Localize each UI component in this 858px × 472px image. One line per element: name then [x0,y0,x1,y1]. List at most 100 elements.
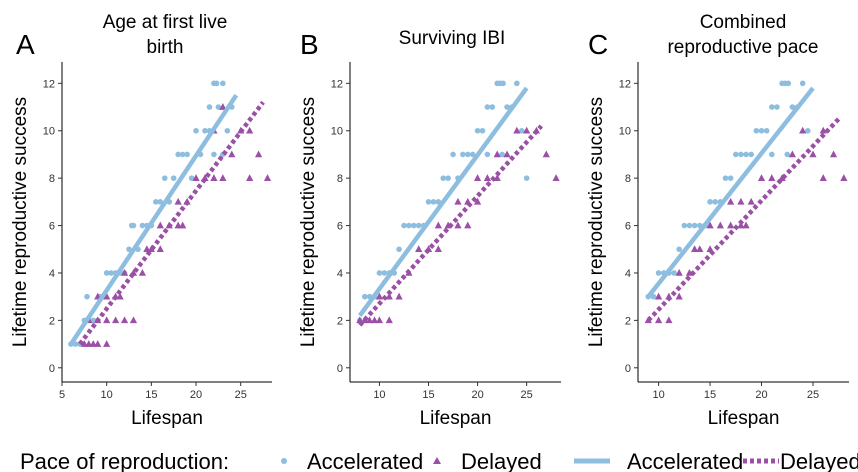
legend: Pace of reproduction: Accelerated Delaye… [20,449,858,472]
accelerated-point [743,151,749,158]
delayed-point [503,150,511,158]
accelerated-point [712,199,718,205]
legend-delayed-point-label: Delayed [461,449,542,472]
accelerated-point [707,199,713,205]
delayed-point [747,197,755,205]
accelerated-point [784,151,791,158]
accelerated-point [484,151,491,158]
accelerated-point [410,222,417,229]
accelerated-point [758,127,765,134]
delayed-point [395,292,403,300]
x-axis-label: Lifespan [708,408,780,429]
accelerated-point [774,104,780,110]
accelerated-fit-line [646,86,815,299]
delayed-point [552,174,560,181]
panel-label: A [16,29,35,60]
y-tick-label: 2 [337,315,343,327]
x-axis-label: Lifespan [131,408,203,429]
y-tick-label: 2 [625,315,631,327]
legend-accelerated-point-icon [281,458,287,464]
accelerated-point [763,127,770,134]
accelerated-point [376,270,383,276]
delayed-point [370,316,379,324]
accelerated-point [406,222,412,229]
delayed-point [464,221,472,229]
y-tick-label: 0 [49,363,55,375]
x-axis-label: Lifespan [420,408,492,429]
panel-c: C Combined reproductive pace 0 2 4 6 8 10 12 10 15 2… [586,12,849,429]
delayed-point [366,316,374,324]
delayed-point [434,245,442,253]
delayed-point [219,103,227,110]
delayed-point [138,268,147,276]
accelerated-point [769,104,775,110]
accelerated-point [213,80,220,87]
delayed-point [493,150,501,158]
accelerated-point [224,127,231,134]
accelerated-point [153,199,159,205]
delayed-point [179,221,187,229]
accelerated-point [799,80,806,87]
y-axis-label: Lifetime reproductive success [298,97,319,347]
y-tick-label: 8 [625,173,631,185]
accelerated-point [84,293,90,300]
x-tick-label: 10 [101,389,113,401]
accelerated-point [514,80,520,87]
accelerated-point [681,222,688,229]
delayed-point [716,221,724,229]
chart-title-line: Age at first live [103,12,228,33]
x-tick-label: 5 [59,389,65,401]
x-tick-label: 20 [190,389,202,401]
y-tick-label: 0 [337,363,343,375]
delayed-point [156,245,164,253]
x-tick-label: 10 [373,389,385,401]
delayed-point [706,221,714,229]
delayed-point [778,174,786,181]
x-tick-label: 25 [235,389,247,401]
accelerated-point [655,270,662,276]
delayed-point [434,221,442,229]
accelerated-point [732,151,739,158]
delayed-point [156,221,164,229]
delayed-point [483,174,491,181]
delayed-point [696,245,704,253]
delayed-point [737,197,745,205]
accelerated-point [179,151,186,158]
x-tick-label: 15 [145,389,157,401]
accelerated-fit-line [69,93,239,346]
delayed-point [103,340,111,347]
accelerated-point [130,222,137,229]
legend-title: Pace of reproduction: [20,449,229,472]
delayed-point [375,292,384,300]
accelerated-point [90,317,97,324]
chart-title-line: birth [147,37,184,58]
delayed-point [654,292,663,300]
panel-a: A Age at first live birth 0 2 4 6 8 10 12 5 10 15 20 2… [10,12,272,429]
chart-title-line: reproductive pace [667,37,818,58]
accelerated-point [425,199,432,205]
accelerated-point [489,104,496,110]
accelerated-point [460,151,466,158]
delayed-point [263,174,272,181]
x-tick-label: 15 [422,389,434,401]
accelerated-point [215,104,222,110]
accelerated-point [396,246,402,253]
x-tick-label: 20 [755,389,767,401]
chart-title-line: Surviving IBI [399,28,506,49]
accelerated-point [161,175,168,181]
accelerated-point [671,270,677,276]
delayed-point [473,197,482,205]
x-tick-label: 25 [521,389,533,401]
accelerated-point [415,222,422,229]
accelerated-point [108,270,114,276]
y-tick-label: 10 [331,126,343,138]
accelerated-point [157,199,164,205]
accelerated-point [479,127,486,134]
delayed-point [840,174,848,181]
delayed-point [675,268,683,276]
delayed-point [210,174,218,181]
delayed-point [768,174,776,181]
accelerated-point [206,104,213,110]
